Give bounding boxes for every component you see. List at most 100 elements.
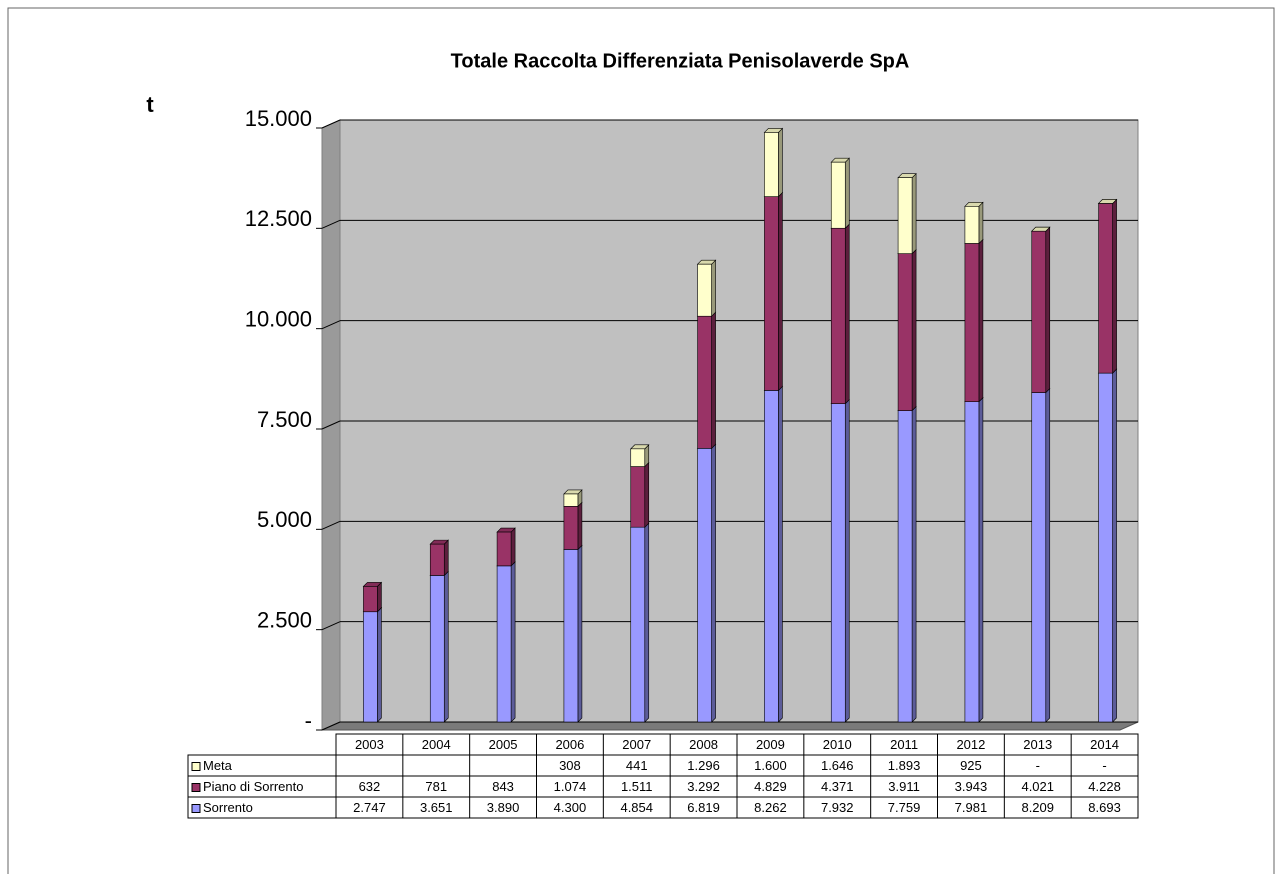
data-label: 4.228 [1088, 779, 1121, 794]
grid-line-side [321, 320, 341, 330]
bar [964, 401, 980, 723]
data-label: 1.511 [621, 779, 653, 794]
data-label: 308 [559, 758, 581, 773]
bar [697, 315, 712, 449]
bar-side [844, 398, 850, 723]
bar-side [510, 527, 516, 567]
data-label: 6.819 [687, 800, 720, 815]
data-label: 8.209 [1021, 800, 1054, 815]
bar-side [443, 539, 449, 577]
data-label: 2.747 [353, 800, 386, 815]
data-label: 8.262 [754, 800, 787, 815]
y-tick-label: 15.000 [245, 106, 312, 131]
bar-side [577, 544, 583, 723]
data-label: 781 [425, 779, 447, 794]
bar [563, 506, 579, 550]
bar-top [1097, 199, 1118, 204]
bar [363, 586, 378, 613]
grid-line-side [321, 119, 341, 129]
bar-side [978, 201, 984, 245]
bar-side [911, 172, 917, 255]
legend-label: Meta [203, 758, 233, 773]
legend-label: Piano di Sorrento [203, 779, 303, 794]
bar [1031, 392, 1047, 723]
x-tick-label: 2011 [890, 737, 918, 752]
bar [429, 575, 445, 723]
bar [1098, 203, 1113, 374]
bar-side [711, 259, 716, 317]
y-tick-label: 10.000 [245, 306, 312, 331]
legend-swatch [191, 762, 201, 771]
bar-side [711, 443, 716, 723]
data-label: 7.981 [955, 800, 988, 815]
legend-label: Sorrento [203, 800, 253, 815]
data-label: 4.371 [821, 779, 854, 794]
bar-side [711, 311, 716, 450]
grid-line-side [321, 721, 341, 731]
y-tick-label: 5.000 [257, 507, 312, 532]
x-tick-label: 2007 [622, 737, 651, 752]
bar-side [443, 570, 449, 723]
x-tick-label: 2004 [422, 737, 451, 752]
bar-side [644, 461, 650, 528]
data-label: 1.074 [554, 779, 587, 794]
x-tick-label: 2012 [956, 737, 985, 752]
bar [697, 448, 712, 723]
data-label: 843 [492, 779, 514, 794]
bar-top [1031, 226, 1051, 232]
data-label: 4.021 [1021, 779, 1054, 794]
bar [697, 263, 712, 317]
y-tick-label: 2.500 [257, 607, 312, 632]
data-label: 925 [960, 758, 982, 773]
y-tick-label: 12.500 [245, 206, 312, 231]
data-label: 3.911 [888, 779, 920, 794]
bar [429, 543, 445, 576]
bar-side [1045, 226, 1051, 394]
grid-line-side [321, 520, 341, 530]
bar-side [911, 248, 917, 412]
grid-line-side [321, 420, 341, 430]
x-tick-label: 2006 [555, 737, 584, 752]
bar [630, 526, 646, 723]
bar-side [778, 385, 783, 723]
x-tick-label: 2008 [689, 737, 718, 752]
bar [897, 410, 913, 723]
data-label: - [1036, 758, 1040, 773]
legend-swatch [191, 804, 201, 813]
bar [897, 253, 913, 411]
bar [363, 611, 378, 723]
bar [764, 132, 779, 197]
data-label: 1.600 [754, 758, 787, 773]
x-tick-label: 2005 [489, 737, 518, 752]
y-axis-label: t [146, 92, 154, 117]
bar [830, 161, 846, 229]
data-label: 3.943 [955, 779, 988, 794]
data-label: 1.893 [888, 758, 921, 773]
bar [764, 390, 779, 723]
x-tick-label: 2003 [355, 737, 384, 752]
bar-side [844, 157, 850, 229]
bar-side [377, 581, 382, 613]
bar-side [778, 191, 783, 392]
x-tick-label: 2009 [756, 737, 785, 752]
bar [964, 206, 980, 244]
data-label: 632 [359, 779, 381, 794]
data-label: 7.759 [888, 800, 921, 815]
data-label: 4.854 [620, 800, 653, 815]
bar-side [778, 127, 783, 198]
grid-line-side [321, 621, 341, 631]
bar-side [377, 607, 382, 723]
data-label: 1.646 [821, 758, 854, 773]
bar [830, 227, 846, 404]
data-label: - [1102, 758, 1106, 773]
bar [496, 565, 512, 723]
bar [1031, 230, 1047, 393]
data-label: 1.296 [687, 758, 720, 773]
bar-side [1112, 198, 1117, 374]
bar-side [978, 238, 984, 403]
data-label: 441 [626, 758, 648, 773]
data-label: 4.300 [554, 800, 587, 815]
bar [830, 403, 846, 723]
y-tick-label: 7.500 [257, 407, 312, 432]
